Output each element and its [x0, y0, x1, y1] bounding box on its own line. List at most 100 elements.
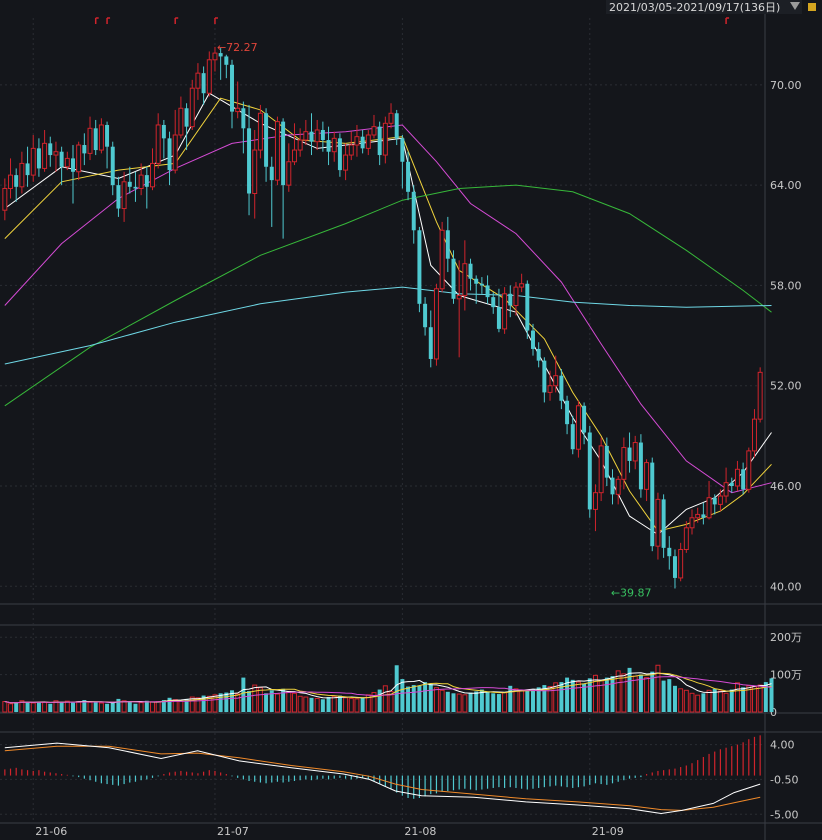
volume-bar-down — [36, 701, 41, 712]
macd-axis-label: -5.00 — [770, 808, 798, 821]
candle-body-down — [667, 547, 672, 557]
volume-bar-up — [706, 689, 712, 713]
candle-body-down — [565, 400, 570, 425]
volume-bar-down — [230, 690, 234, 712]
volume-bar-down — [144, 700, 149, 712]
moving-average-ma30 — [4, 124, 772, 494]
candle-body-up — [42, 142, 48, 169]
candle-body-down — [451, 258, 456, 299]
candle-body-up — [2, 187, 8, 211]
volume-bar-up — [592, 674, 598, 713]
volume-bar-up — [53, 700, 59, 713]
volume-bar-down — [610, 676, 615, 712]
volume-bar-down — [536, 687, 541, 712]
volume-bar-down — [218, 693, 223, 712]
volume-bar-down — [479, 689, 484, 712]
volume-bar-down — [525, 691, 530, 712]
candle-body-up — [303, 131, 309, 141]
candle-body-down — [729, 482, 734, 486]
volume-bar-up — [172, 699, 178, 713]
volume-bar-up — [575, 681, 581, 713]
candle-body-up — [519, 283, 525, 288]
volume-bar-up — [155, 701, 161, 713]
volume-bar-down — [201, 695, 206, 712]
candle-body-up — [462, 263, 468, 296]
volume-bar-down — [474, 691, 479, 712]
candle-body-down — [326, 140, 331, 152]
volume-bar-down — [587, 678, 592, 712]
volume-bar-up — [547, 686, 553, 713]
volume-bar-down — [326, 697, 331, 712]
volume-bar-down — [269, 690, 274, 712]
candle-body-down — [48, 143, 53, 156]
candle-body-up — [615, 478, 621, 495]
candle-body-up — [98, 124, 104, 151]
volume-bar-down — [337, 695, 342, 712]
candle-body-up — [513, 286, 519, 306]
candle-body-up — [706, 497, 712, 519]
volume-bar-down — [224, 692, 229, 712]
candle-body-up — [592, 492, 598, 510]
x-tick-label: 21-06 — [35, 825, 67, 838]
candle-body-down — [230, 64, 234, 112]
volume-bar-up — [64, 700, 70, 713]
candle-body-down — [542, 360, 547, 393]
candle-body-up — [189, 87, 195, 128]
price-axis-label: 64.00 — [770, 179, 802, 192]
volume-bar-down — [661, 680, 666, 712]
candle-body-down — [36, 148, 41, 169]
candle-body-up — [331, 137, 337, 153]
volume-bar-up — [757, 684, 763, 713]
candle-body-up — [291, 149, 297, 163]
volume-bar-up — [644, 677, 650, 713]
candle-body-up — [76, 144, 82, 173]
candle-body-up — [172, 134, 178, 171]
candle-body-up — [206, 59, 212, 94]
candle-body-up — [695, 513, 701, 519]
volume-bar-up — [689, 692, 695, 713]
candle-body-up — [746, 450, 752, 490]
candle-body-down — [201, 73, 206, 94]
candle-body-up — [575, 405, 581, 450]
volume-bar-down — [82, 700, 87, 712]
volume-bar-up — [371, 692, 377, 713]
volume-bar-down — [59, 701, 64, 712]
volume-bar-down — [48, 703, 53, 712]
volume-bar-down — [25, 701, 30, 712]
volume-bar-down — [423, 682, 428, 712]
candle-body-down — [167, 138, 172, 171]
volume-bar-up — [206, 695, 212, 713]
volume-bar-down — [582, 683, 587, 712]
volume-bar-up — [746, 685, 752, 713]
price-axis-label: 52.00 — [770, 380, 802, 393]
event-flag-icon — [174, 17, 179, 24]
candle-body-down — [224, 56, 229, 65]
price-axis-label: 58.00 — [770, 279, 802, 292]
volume-bar-up — [382, 685, 388, 713]
candle-body-down — [570, 424, 575, 450]
volume-bar-up — [76, 701, 82, 713]
candle-body-down — [105, 124, 110, 147]
moving-average-ma60 — [4, 184, 772, 407]
volume-bar-up — [189, 696, 195, 713]
candle-body-up — [621, 447, 627, 480]
volume-bar-up — [553, 682, 559, 713]
candle-body-up — [553, 375, 559, 387]
volume-bar-down — [14, 702, 19, 712]
volume-bar-down — [650, 671, 655, 712]
volume-bar-down — [667, 679, 672, 712]
candle-body-up — [757, 371, 763, 420]
x-tick-label: 21-07 — [217, 825, 249, 838]
volume-bar-down — [394, 665, 399, 712]
candle-body-down — [71, 158, 75, 172]
lock-icon — [808, 3, 816, 11]
volume-bar-up — [513, 688, 519, 713]
event-flag-icon — [725, 17, 730, 24]
volume-bar-up — [297, 695, 303, 713]
candle-body-up — [456, 294, 462, 300]
candle-body-down — [672, 556, 677, 578]
candle-body-up — [365, 134, 371, 149]
macd-dif-line — [4, 742, 761, 815]
volume-bar-down — [712, 688, 717, 712]
